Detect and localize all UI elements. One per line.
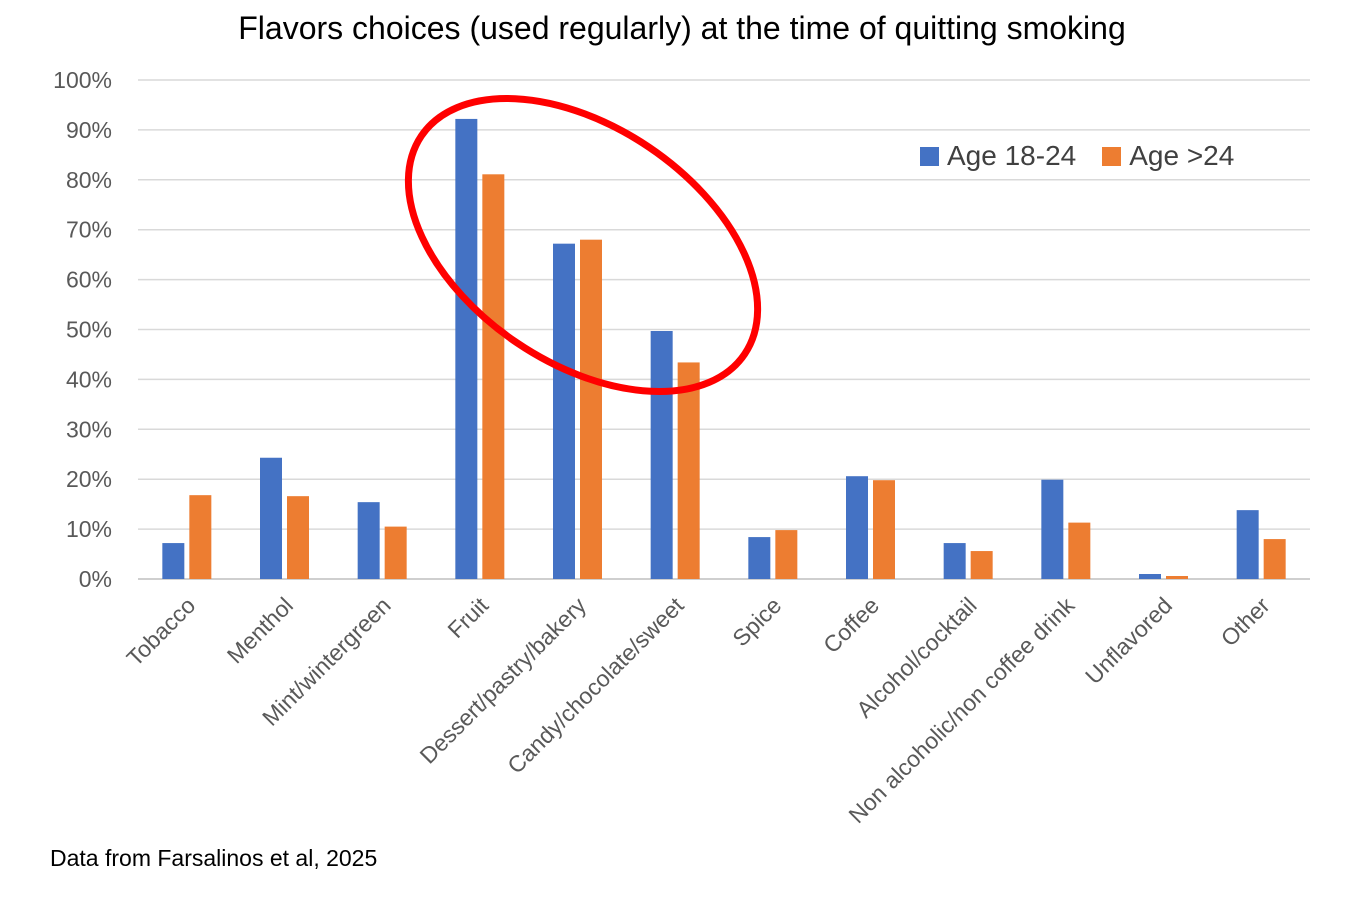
x-tick-label: Menthol <box>222 592 298 668</box>
y-tick-label: 30% <box>66 416 112 442</box>
legend-swatch-age-over-24 <box>1102 146 1122 166</box>
bar-age-over-24 <box>970 551 993 579</box>
source-note: Data from Farsalinos et al, 2025 <box>50 845 378 871</box>
bar-age-18-24 <box>1139 574 1161 579</box>
y-tick-label: 50% <box>66 317 112 343</box>
bar-age-18-24 <box>748 537 771 579</box>
y-tick-label: 20% <box>66 466 112 492</box>
bar-age-18-24 <box>455 118 478 579</box>
chart-title: Flavors choices (used regularly) at the … <box>238 10 1126 46</box>
x-tick-label: Coffee <box>818 592 884 658</box>
bar-age-over-24 <box>1068 522 1091 579</box>
bar-age-over-24 <box>189 495 212 579</box>
bar-age-18-24 <box>260 457 282 579</box>
bar-age-over-24 <box>1166 576 1188 579</box>
y-tick-label: 80% <box>66 167 112 193</box>
x-tick-label: Candy/chocolate/sweet <box>502 592 689 779</box>
legend-label-age-18-24: Age 18-24 <box>947 140 1077 171</box>
bar-age-18-24 <box>162 543 185 579</box>
bar-age-18-24 <box>357 502 380 579</box>
y-tick-label: 90% <box>66 117 112 143</box>
bar-age-over-24 <box>677 362 700 579</box>
x-tick-label: Tobacco <box>121 592 200 671</box>
bar-age-18-24 <box>650 330 673 579</box>
y-tick-label: 60% <box>66 267 112 293</box>
bar-age-over-24 <box>1263 539 1286 579</box>
bar-age-18-24 <box>1041 479 1064 579</box>
x-tick-label: Fruit <box>442 592 493 643</box>
x-tick-label: Spice <box>727 592 786 651</box>
bar-age-over-24 <box>580 239 602 579</box>
bar-age-over-24 <box>287 496 309 579</box>
legend-item-series-1: Age 18-24 <box>920 140 1076 172</box>
y-tick-label: 10% <box>66 516 112 542</box>
y-tick-label: 100% <box>53 67 112 93</box>
highlight-ellipse <box>404 95 762 395</box>
bar-age-18-24 <box>553 243 575 579</box>
bar-age-over-24 <box>873 480 895 579</box>
x-tick-label: Dessert/pastry/bakery <box>414 592 591 769</box>
legend-label-age-over-24: Age >24 <box>1129 140 1235 171</box>
bar-age-18-24 <box>943 543 966 579</box>
legend-swatch-age-18-24 <box>920 146 939 166</box>
legend-item-series-2: Age >24 <box>1102 140 1234 172</box>
y-tick-label: 70% <box>66 217 112 243</box>
bar-age-over-24 <box>482 174 505 579</box>
bar-age-18-24 <box>846 476 868 579</box>
legend: Age 18-24 Age >24 <box>920 140 1260 172</box>
x-tick-label: Other <box>1216 592 1275 651</box>
x-tick-label: Unflavored <box>1080 592 1177 689</box>
y-tick-label: 0% <box>79 566 112 592</box>
bar-age-over-24 <box>384 526 407 579</box>
bar-age-over-24 <box>775 530 798 579</box>
bar-age-18-24 <box>1236 510 1259 579</box>
y-tick-label: 40% <box>66 366 112 392</box>
